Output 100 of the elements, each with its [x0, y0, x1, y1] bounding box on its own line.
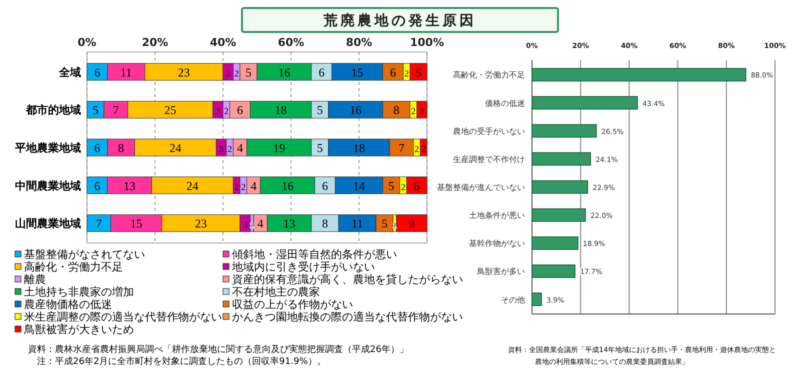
data-label: 6	[94, 178, 100, 193]
data-label: 4	[257, 216, 264, 231]
data-label: 3	[226, 68, 231, 78]
legend-label: 不在村地主の農家	[232, 286, 320, 298]
data-label: 5	[92, 103, 98, 118]
text: 注：平成26年2月に全市町村を対象に調査したもの（回収率91.9%）。	[37, 356, 326, 367]
bar	[532, 124, 597, 138]
x-tick-label: 60%	[278, 36, 304, 49]
y-tick-label: 基幹作物がない	[469, 239, 525, 248]
data-label: 6	[318, 65, 325, 80]
data-label: 14	[353, 178, 365, 193]
legend-label: かんきつ園地転換の際の適当な代替作物がない	[232, 310, 463, 324]
legend-label: 基盤整備がなされてない	[24, 248, 145, 261]
data-label: 18	[353, 141, 365, 155]
legend-label: 鳥獣被害が大きいため	[23, 323, 134, 336]
data-label: 6	[94, 65, 100, 80]
data-label: 16	[282, 178, 294, 193]
data-label: 6	[414, 178, 420, 193]
data-label: 15	[130, 216, 142, 231]
data-label: 24	[186, 178, 198, 193]
y-tick-label: 全域	[58, 66, 81, 79]
data-label: 7	[112, 103, 119, 118]
bar	[532, 96, 638, 110]
data-label: 8	[118, 141, 124, 155]
data-label: 5	[416, 65, 422, 80]
x-tick-label: 80%	[346, 36, 372, 49]
legend-label: 土地持ち非農家の増加	[24, 286, 134, 298]
data-label: 23	[194, 216, 207, 231]
data-label: 16	[350, 103, 362, 118]
data-label: 3	[216, 106, 221, 116]
data-label: 18	[274, 103, 287, 118]
legend-label: 離農	[24, 273, 46, 286]
bar	[532, 208, 586, 222]
data-label: 5	[382, 216, 388, 231]
bar	[532, 152, 591, 166]
data-label: 2	[224, 106, 229, 116]
data-label: 7	[96, 216, 102, 231]
y-tick-label: 基盤整備が進んでいない	[437, 183, 525, 192]
bar	[532, 292, 542, 306]
y-tick-label: その他	[501, 295, 525, 304]
bar	[396, 214, 428, 232]
data-label: 2	[241, 182, 246, 192]
bar	[532, 264, 576, 278]
data-label: 4	[250, 178, 257, 193]
data-label: 6	[94, 141, 100, 155]
data-label: 3	[219, 144, 224, 154]
x-tick-label: 40%	[210, 36, 236, 49]
data-label: 2	[414, 144, 420, 154]
data-label: 2	[400, 182, 406, 192]
data-label: 16	[278, 65, 290, 80]
data-label: 4	[237, 141, 243, 155]
legend-label: 資産的保有意識が高く、農地を貸したがらない	[232, 273, 463, 286]
legend-label: 農産物価格の低迷	[24, 298, 112, 311]
y-tick-label: 平地農業地域	[14, 142, 81, 154]
data-label: 6	[390, 65, 396, 80]
data-label: 24	[169, 141, 182, 155]
data-label: 8	[393, 103, 400, 118]
data-label: 8	[322, 216, 328, 231]
x-tick-label: 20%	[142, 36, 168, 49]
y-tick-label: 土地条件が悪い	[469, 211, 525, 220]
data-label: 6	[322, 178, 328, 193]
bar	[532, 236, 578, 250]
legend-label: 地域内に引き受け手がいない	[231, 260, 375, 274]
data-label: 2	[411, 106, 416, 116]
data-label: 19	[273, 141, 286, 155]
y-tick-label: 都市的地域	[25, 104, 81, 117]
legend-label: 傾斜地・湿田等自然的条件が悪い	[232, 248, 397, 261]
data-label: 25	[164, 103, 176, 118]
data-label: 5	[246, 65, 252, 80]
chart-title: 荒廃農地の発生原因	[322, 12, 476, 29]
data-label: 15	[351, 65, 364, 80]
text: 資料：農林水産省農村振興局調べ「耕作放棄地に関する意向及び実態把握調査（平成26年）」	[28, 344, 408, 355]
data-label: 11	[120, 65, 132, 80]
data-label: 7	[398, 141, 404, 155]
y-tick-label: 山間農業地域	[15, 217, 81, 230]
bar	[532, 180, 588, 194]
legend-label: 米生産調整の際の適当な代替作物がない	[24, 310, 222, 324]
bar	[532, 68, 746, 82]
legend-label: 収益の上がる作物がない	[232, 298, 353, 311]
y-tick-label: 高齢化・労働力不足	[453, 70, 525, 80]
data-label: 11	[352, 216, 364, 231]
data-label: 2	[421, 144, 426, 154]
data-label: 2	[404, 68, 409, 78]
data-label: 2	[234, 68, 239, 78]
data-label: 6	[237, 103, 243, 118]
data-label: 13	[124, 178, 136, 193]
data-label: 5	[316, 103, 323, 118]
data-label: 2	[234, 182, 239, 192]
x-tick-label: 100%	[410, 36, 444, 49]
y-tick-label: 価格の低迷	[485, 98, 525, 108]
data-label: 3	[242, 220, 248, 230]
data-label: 2	[228, 144, 232, 154]
x-tick-label: 0%	[78, 36, 96, 49]
data-label: 13	[283, 216, 296, 231]
data-label: 9	[408, 216, 415, 231]
y-tick-label: 鳥獣害が多い	[476, 267, 525, 276]
data-label: 3	[420, 106, 425, 116]
data-label: 5	[388, 178, 394, 193]
y-tick-label: 農地の受手がいない	[453, 126, 525, 136]
y-tick-label: 中間農業地域	[15, 179, 81, 192]
